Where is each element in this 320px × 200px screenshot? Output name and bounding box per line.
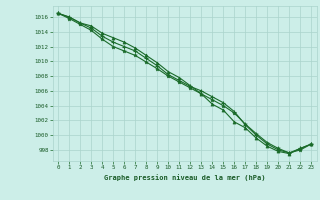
X-axis label: Graphe pression niveau de la mer (hPa): Graphe pression niveau de la mer (hPa) bbox=[104, 174, 266, 181]
